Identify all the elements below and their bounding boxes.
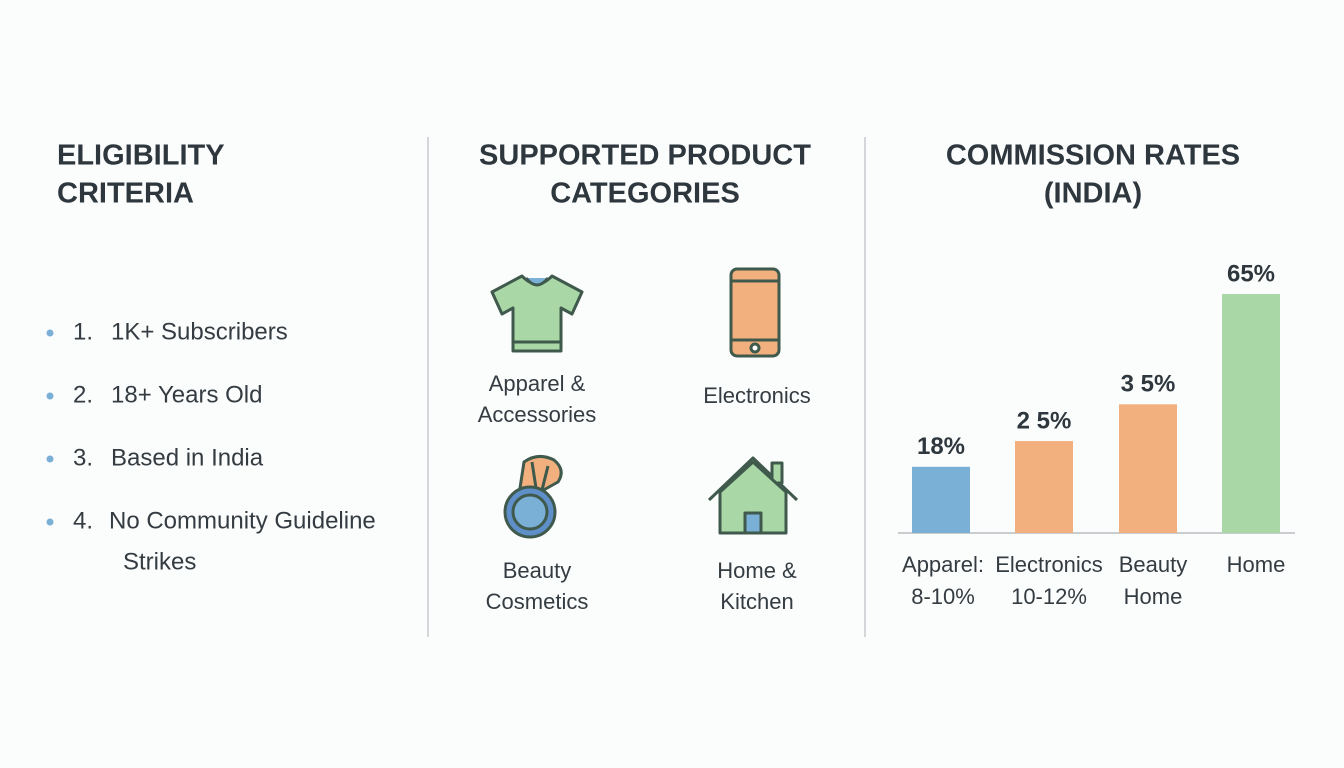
category-label: Cosmetics bbox=[486, 589, 589, 614]
item-text: Strikes bbox=[123, 548, 196, 575]
house-icon bbox=[707, 456, 799, 535]
phone-icon bbox=[729, 267, 781, 358]
x-tick-label: Beauty bbox=[1119, 552, 1188, 577]
chart-title: (INDIA) bbox=[1044, 178, 1142, 210]
bar bbox=[1015, 441, 1073, 533]
data-label: 3 5% bbox=[1121, 371, 1176, 398]
category-label: Electronics bbox=[703, 383, 811, 408]
bar bbox=[1222, 294, 1280, 533]
item-text: Based in India bbox=[111, 444, 264, 471]
x-tick-label: Electronics bbox=[995, 552, 1103, 577]
bullet bbox=[46, 392, 54, 400]
panel-title: CATEGORIES bbox=[550, 178, 740, 210]
x-tick-label: 10-12% bbox=[1011, 584, 1087, 609]
x-tick-label: 8-10% bbox=[911, 584, 975, 609]
bullet bbox=[46, 518, 54, 526]
shirt-icon bbox=[490, 274, 584, 353]
data-label: 2 5% bbox=[1017, 407, 1072, 434]
category-label: Accessories bbox=[478, 402, 597, 427]
item-text: No Community Guideline bbox=[109, 507, 376, 534]
data-label: 65% bbox=[1227, 260, 1275, 287]
data-label: 18% bbox=[917, 433, 965, 460]
item-number: 1. bbox=[73, 318, 93, 345]
category-label: Kitchen bbox=[720, 589, 793, 614]
category-label: Beauty bbox=[503, 558, 572, 583]
panel-title: SUPPORTED PRODUCT bbox=[479, 140, 811, 172]
panel-title: CRITERIA bbox=[57, 178, 194, 210]
category-label: Home & bbox=[717, 558, 797, 583]
bar bbox=[1119, 404, 1177, 533]
item-number: 4. bbox=[73, 507, 93, 534]
chart-title: COMMISSION RATES bbox=[946, 140, 1240, 172]
item-text: 18+ Years Old bbox=[111, 381, 262, 408]
panel-title: ELIGIBILITY bbox=[57, 140, 225, 172]
beauty-icon bbox=[503, 455, 563, 539]
x-tick-label: Home bbox=[1227, 552, 1286, 577]
item-number: 3. bbox=[73, 444, 93, 471]
bullet bbox=[46, 455, 54, 463]
item-number: 2. bbox=[73, 381, 93, 408]
bullet bbox=[46, 329, 54, 337]
x-tick-label: Home bbox=[1124, 584, 1183, 609]
category-label: Apparel & bbox=[489, 371, 586, 396]
item-text: 1K+ Subscribers bbox=[111, 318, 288, 345]
x-tick-label: Apparel: bbox=[902, 552, 984, 577]
bar bbox=[912, 466, 970, 533]
